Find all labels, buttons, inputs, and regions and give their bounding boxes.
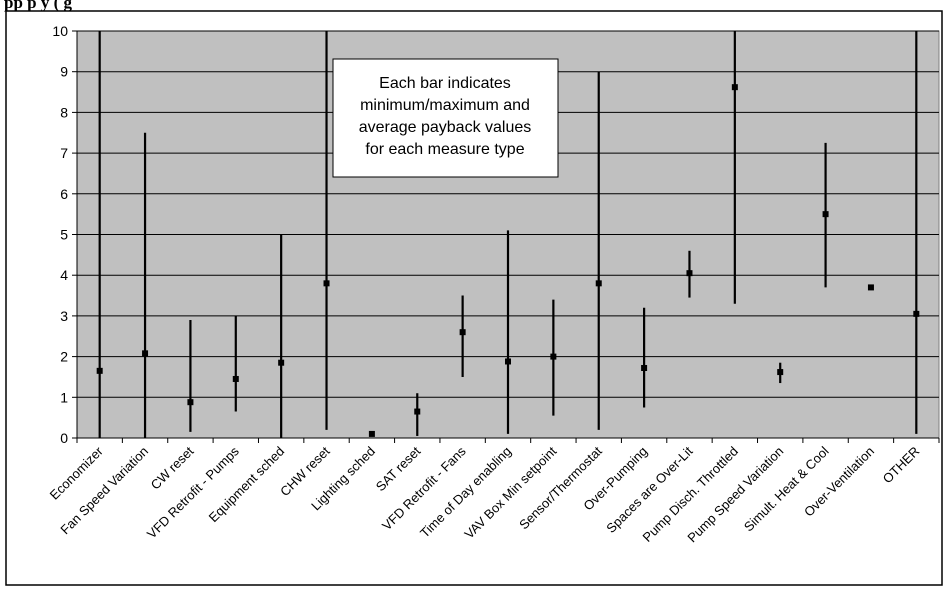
average-marker (913, 310, 920, 317)
average-marker (595, 280, 602, 287)
y-tick-label: 6 (60, 186, 68, 202)
average-marker (187, 399, 194, 406)
average-marker (459, 329, 466, 336)
average-marker (505, 358, 511, 365)
average-marker (323, 280, 330, 287)
y-tick-label: 8 (60, 104, 68, 120)
annotation-line-3: average payback values (359, 119, 532, 136)
y-tick-label: 7 (60, 145, 68, 161)
y-tick-label: 4 (60, 267, 68, 283)
average-marker (142, 350, 149, 357)
annotation-box: Each bar indicates minimum/maximum and a… (332, 58, 559, 178)
y-tick-label: 2 (60, 349, 68, 365)
average-markers (96, 84, 920, 437)
average-marker (822, 211, 829, 218)
y-tick-label: 0 (60, 430, 68, 446)
average-marker (232, 375, 239, 382)
average-marker (777, 369, 784, 376)
annotation-line-4: for each measure type (365, 141, 524, 158)
average-marker (686, 270, 693, 277)
y-tick-label: 10 (52, 23, 68, 39)
average-marker (368, 430, 375, 437)
annotation-line-1: Each bar indicates (379, 75, 511, 92)
average-marker (867, 284, 874, 291)
average-marker (414, 408, 421, 415)
y-tick-label: 3 (60, 308, 68, 324)
average-marker (641, 364, 648, 371)
average-marker (278, 359, 285, 366)
average-marker (96, 367, 103, 374)
annotation-line-2: minimum/maximum and (360, 97, 530, 114)
average-marker (550, 353, 557, 360)
y-axis-ticks: 0 1 2 3 4 5 6 7 8 9 10 (52, 23, 77, 446)
average-marker (731, 84, 738, 91)
y-tick-label: 1 (60, 389, 68, 405)
y-tick-label: 5 (60, 227, 68, 243)
y-tick-label: 9 (60, 64, 68, 80)
header-fragment: pp p y ( g (4, 0, 73, 12)
